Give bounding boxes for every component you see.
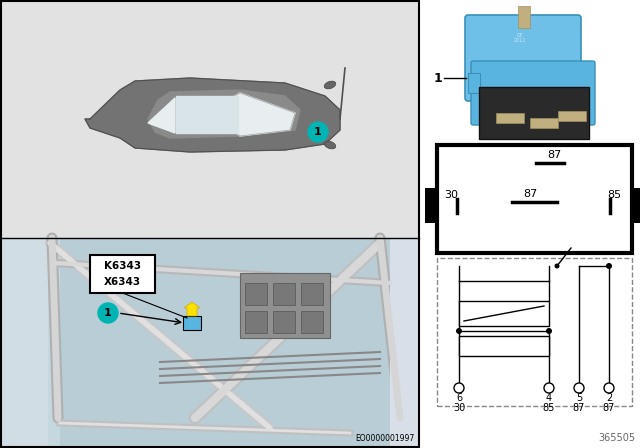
- FancyBboxPatch shape: [471, 61, 595, 125]
- Circle shape: [454, 383, 464, 393]
- Circle shape: [606, 263, 612, 269]
- Bar: [558, 111, 586, 121]
- FancyArrow shape: [184, 302, 200, 316]
- Polygon shape: [148, 90, 300, 138]
- Bar: [0, 238, 48, 448]
- Bar: [301, 311, 323, 333]
- Bar: [273, 283, 295, 305]
- Bar: [183, 316, 201, 330]
- Bar: [0, 238, 60, 448]
- Text: 6: 6: [456, 393, 462, 403]
- Bar: [630, 188, 640, 223]
- Circle shape: [308, 122, 328, 142]
- Text: K6343: K6343: [104, 261, 141, 271]
- Text: 87: 87: [547, 150, 561, 160]
- Bar: [530, 118, 558, 128]
- Polygon shape: [210, 93, 295, 136]
- Bar: [0, 238, 420, 448]
- Circle shape: [98, 303, 118, 323]
- Bar: [90, 255, 155, 293]
- Circle shape: [456, 328, 462, 334]
- Bar: [273, 311, 295, 333]
- Bar: [459, 301, 549, 326]
- Text: 87: 87: [603, 403, 615, 413]
- Text: 87: 87: [524, 189, 538, 199]
- FancyBboxPatch shape: [479, 87, 589, 139]
- Circle shape: [604, 383, 614, 393]
- Text: 1: 1: [314, 127, 322, 137]
- Polygon shape: [85, 78, 340, 152]
- Polygon shape: [148, 98, 175, 133]
- Text: 5: 5: [576, 393, 582, 403]
- Circle shape: [574, 383, 584, 393]
- Bar: [437, 258, 632, 406]
- Text: EO0000001997: EO0000001997: [355, 434, 414, 443]
- Text: 1: 1: [104, 308, 112, 318]
- Text: 30: 30: [444, 190, 458, 200]
- Ellipse shape: [324, 141, 336, 149]
- Text: 87: 87: [573, 403, 585, 413]
- Bar: [0, 0, 420, 238]
- Bar: [390, 238, 420, 448]
- Bar: [459, 336, 549, 356]
- Bar: [301, 283, 323, 305]
- Circle shape: [544, 383, 554, 393]
- FancyBboxPatch shape: [465, 15, 581, 101]
- Bar: [518, 6, 530, 28]
- Bar: [437, 145, 632, 253]
- Circle shape: [546, 328, 552, 334]
- Text: X6343: X6343: [104, 277, 141, 287]
- Bar: [245, 283, 267, 305]
- Ellipse shape: [324, 81, 336, 89]
- Text: 365505: 365505: [598, 433, 635, 443]
- Bar: [1, 1, 419, 447]
- Bar: [240, 273, 330, 338]
- Text: CE
2011: CE 2011: [514, 33, 526, 43]
- Bar: [425, 188, 439, 223]
- Circle shape: [554, 263, 559, 268]
- Bar: [245, 311, 267, 333]
- Text: 2: 2: [606, 393, 612, 403]
- Text: 4: 4: [546, 393, 552, 403]
- Polygon shape: [176, 96, 238, 133]
- Bar: [468, 73, 480, 93]
- Text: 85: 85: [543, 403, 555, 413]
- Text: 1: 1: [434, 72, 443, 85]
- Text: 85: 85: [607, 190, 621, 200]
- Text: 30: 30: [453, 403, 465, 413]
- Bar: [496, 113, 524, 123]
